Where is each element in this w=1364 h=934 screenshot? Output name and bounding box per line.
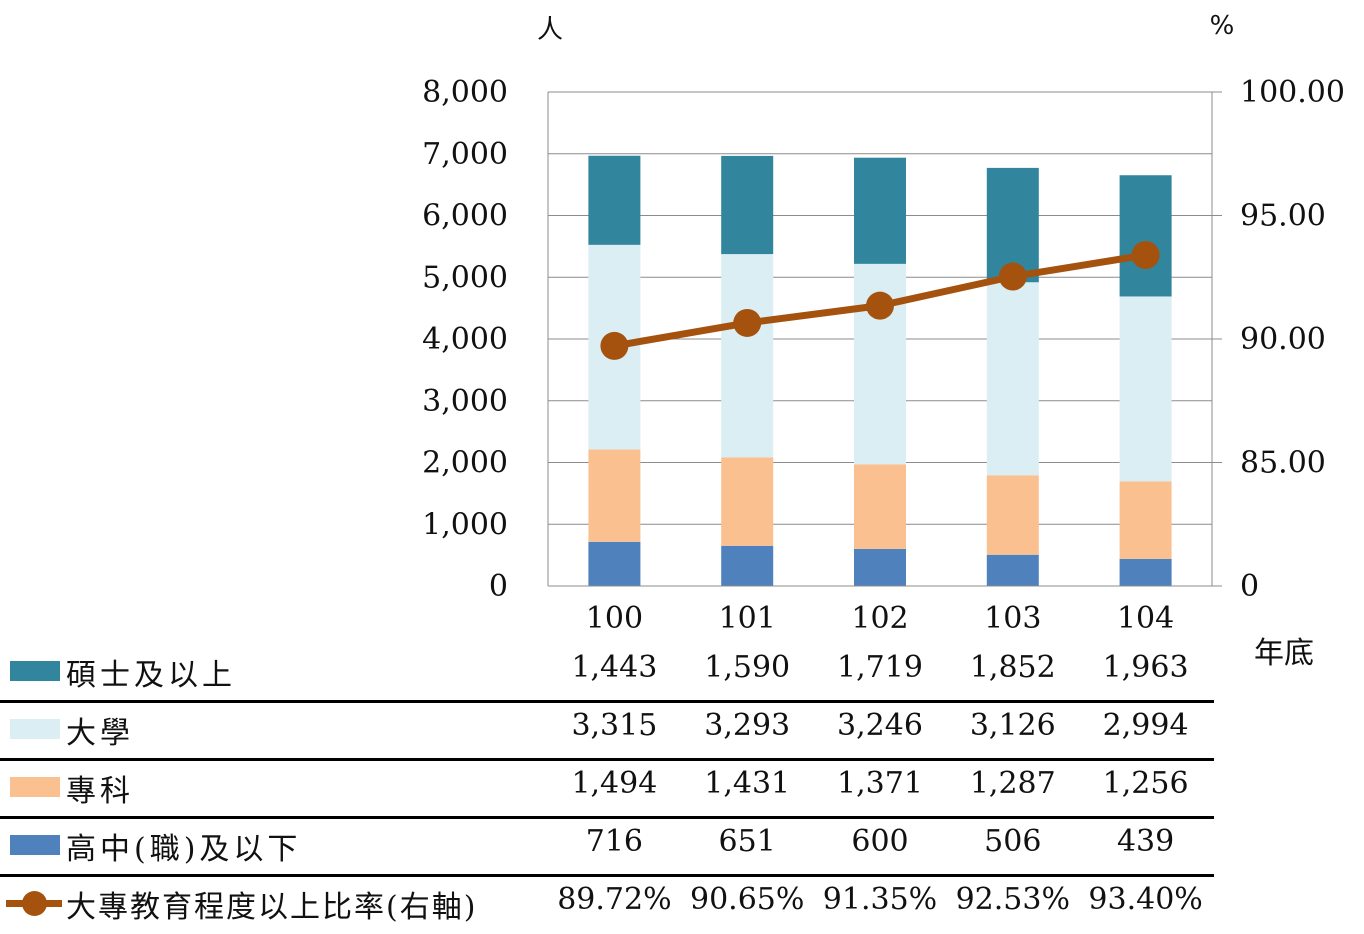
- ratio-point: [1131, 241, 1160, 270]
- x-tick-label: 103: [984, 601, 1041, 636]
- bar-segment: [854, 464, 906, 549]
- x-tick-label: 102: [851, 601, 908, 636]
- bar-segment: [986, 475, 1039, 555]
- y-left-tick-label: 4,000: [422, 322, 508, 357]
- y-left-tick-label: 7,000: [422, 137, 508, 172]
- y-right-tick-label: 0: [1240, 569, 1259, 604]
- y-left-tick-label: 1,000: [422, 507, 508, 542]
- bar-segment: [721, 545, 774, 586]
- bar-segment: [721, 155, 774, 255]
- x-tick-label: 101: [719, 601, 776, 636]
- ratio-point: [998, 262, 1027, 291]
- bar-segment: [721, 254, 774, 458]
- y-right-tick-label: 95.00: [1240, 199, 1326, 234]
- y-left-tick-label: 8,000: [422, 75, 508, 110]
- y-right-unit: %: [1210, 11, 1235, 41]
- x-tick-label: 100: [586, 601, 643, 636]
- ratio-point: [600, 331, 629, 360]
- bar-segment: [1119, 558, 1172, 586]
- bar-segment: [721, 457, 774, 546]
- bar-segment: [588, 155, 641, 245]
- y-left-tick-label: 5,000: [422, 260, 508, 295]
- bar-segment: [588, 541, 641, 586]
- bar-segment: [1119, 481, 1172, 559]
- y-right-tick-label: 100.00: [1240, 75, 1345, 110]
- y-left-tick-label: 0: [489, 569, 508, 604]
- y-right-tick-label: 90.00: [1240, 322, 1326, 357]
- bar-segment: [1119, 175, 1172, 297]
- y-left-tick-label: 6,000: [422, 199, 508, 234]
- y-left-tick-label: 2,000: [422, 446, 508, 481]
- y-right-tick-label: 85.00: [1240, 446, 1326, 481]
- bar-segment: [986, 282, 1039, 476]
- x-tick-label: 104: [1117, 601, 1174, 636]
- y-left-unit: 人: [537, 15, 563, 45]
- ratio-point: [733, 308, 762, 337]
- ratio-point: [866, 291, 894, 320]
- bar-segment: [1119, 296, 1172, 482]
- bar-segment: [986, 554, 1039, 586]
- bar-segment: [854, 157, 906, 264]
- y-left-tick-label: 3,000: [422, 384, 508, 419]
- bar-segment: [588, 449, 641, 542]
- bar-segment: [854, 548, 906, 586]
